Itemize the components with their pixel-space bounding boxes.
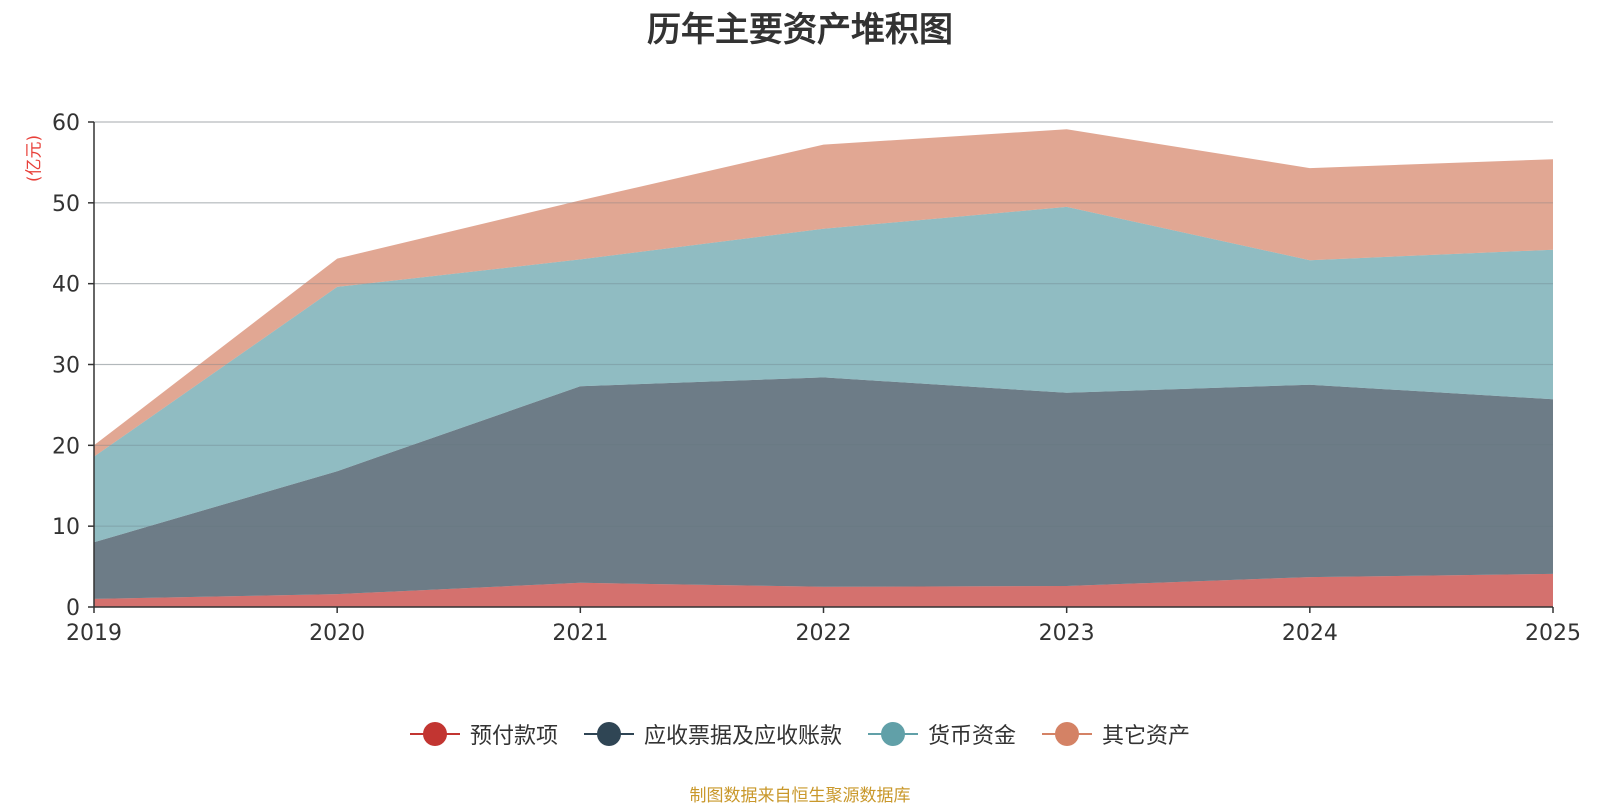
y-tick-label-30: 30 xyxy=(52,354,80,379)
legend-label: 应收票据及应收账款 xyxy=(643,724,842,749)
x-tick-label-2025: 2025 xyxy=(1525,621,1581,646)
y-tick-label-60: 60 xyxy=(52,111,80,136)
area-series-3[interactable] xyxy=(94,129,1553,457)
legend-label: 其它资产 xyxy=(1102,724,1191,749)
legend-item-2[interactable]: 货币资金 xyxy=(868,718,1016,750)
x-tick-label-2023: 2023 xyxy=(1039,621,1095,646)
y-tick-label-0: 0 xyxy=(66,596,80,621)
area-series-1[interactable] xyxy=(94,377,1553,599)
legend-marker-icon xyxy=(868,722,918,746)
x-tick-label-2022: 2022 xyxy=(796,621,852,646)
x-tick-label-2020: 2020 xyxy=(309,621,365,646)
y-tick-label-20: 20 xyxy=(52,434,80,459)
y-tick-label-40: 40 xyxy=(52,273,80,298)
area-series-0[interactable] xyxy=(94,573,1553,607)
legend: 预付款项 应收票据及应收账款 货币资金 其它资产 xyxy=(0,718,1600,750)
legend-item-3[interactable]: 其它资产 xyxy=(1042,718,1190,750)
area-series-2[interactable] xyxy=(94,206,1553,543)
legend-label: 预付款项 xyxy=(469,724,558,749)
legend-item-1[interactable]: 应收票据及应收账款 xyxy=(583,718,842,750)
legend-marker-icon xyxy=(583,722,634,746)
x-tick-label-2019: 2019 xyxy=(66,621,122,646)
data-source-note: 制图数据来自恒生聚源数据库 xyxy=(689,786,911,806)
legend-item-0[interactable]: 预付款项 xyxy=(409,718,558,750)
legend-marker-icon xyxy=(409,722,460,746)
area-series xyxy=(94,121,1553,607)
x-tick-label-2024: 2024 xyxy=(1282,621,1338,646)
y-axis-unit-label: (亿元) xyxy=(24,134,45,183)
chart-title: 历年主要资产堆积图 xyxy=(647,10,953,50)
y-tick-label-10: 10 xyxy=(52,515,80,540)
y-tick-label-50: 50 xyxy=(52,192,80,217)
axes: 0 10 20 30 40 50 60 2019 2020 2021 2022 2023 2024 202… xyxy=(52,111,1581,646)
legend-label: 货币资金 xyxy=(928,724,1017,749)
legend-marker-icon xyxy=(1042,722,1093,746)
x-tick-label-2021: 2021 xyxy=(552,621,608,646)
